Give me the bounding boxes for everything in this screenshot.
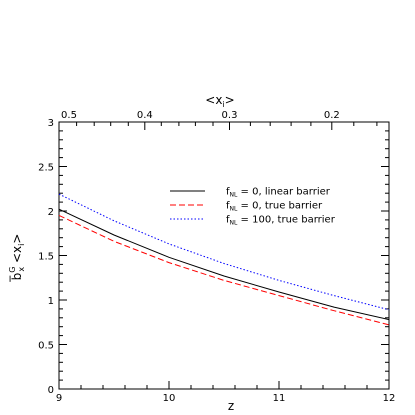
top-axis-title: <xi> — [205, 93, 234, 109]
legend-label-3: fNL = 100, true barrier — [226, 215, 336, 227]
y-tick-label: 2.5 — [38, 163, 54, 174]
x-tick-label: 11 — [273, 393, 286, 404]
top-tick-label: 0.5 — [61, 110, 77, 121]
series-line-2 — [58, 214, 390, 326]
y-tick-label: 1.5 — [38, 252, 54, 263]
x-tick-label: 10 — [163, 393, 176, 404]
top-tick-label: 0.4 — [137, 110, 153, 121]
top-tick-label: 0.2 — [324, 110, 340, 121]
legend-label-1: fNL = 0, linear barrier — [226, 187, 331, 199]
y-tick-label: 0.5 — [38, 341, 54, 352]
x-tick-label: 12 — [383, 393, 396, 404]
y-axis-title: b̅Gx <xi> — [8, 234, 26, 283]
plot-area: 9 10 11 12 0 0.5 1 1.5 2 2.5 3 0.5 0.4 0.3 0.2 — [38, 110, 395, 404]
top-tick-label: 0.3 — [222, 110, 238, 121]
x-axis-title: z — [228, 399, 234, 413]
series-line-1 — [58, 208, 390, 321]
series-line-3 — [58, 193, 390, 311]
x-tick-label: 9 — [56, 393, 62, 404]
legend-label-2: fNL = 0, true barrier — [226, 201, 323, 213]
plot-frame — [58, 121, 390, 390]
y-tick-label: 2 — [48, 207, 54, 218]
legend: fNL = 0, linear barrier fNL = 0, true bar… — [170, 187, 336, 227]
y-tick-label: 1 — [48, 296, 54, 307]
y-tick-label: 0 — [48, 385, 54, 396]
y-tick-label: 3 — [48, 118, 54, 129]
